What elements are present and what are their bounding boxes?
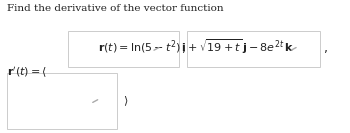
- FancyBboxPatch shape: [68, 31, 178, 66]
- Text: $\mathbf{r}'(t) = \langle$: $\mathbf{r}'(t) = \langle$: [7, 65, 47, 80]
- Text: $\rangle$: $\rangle$: [122, 94, 128, 108]
- Text: $\mathbf{r}(t) = \ln(5-t^2)\,\mathbf{i} + \sqrt{19+t}\,\mathbf{j} - 8e^{2t}\,\ma: $\mathbf{r}(t) = \ln(5-t^2)\,\mathbf{i} …: [98, 37, 294, 56]
- FancyBboxPatch shape: [7, 73, 117, 129]
- Text: Find the derivative of the vector function: Find the derivative of the vector functi…: [7, 4, 224, 13]
- Text: ,: ,: [324, 42, 328, 55]
- Text: ,: ,: [182, 42, 186, 55]
- FancyBboxPatch shape: [187, 31, 320, 66]
